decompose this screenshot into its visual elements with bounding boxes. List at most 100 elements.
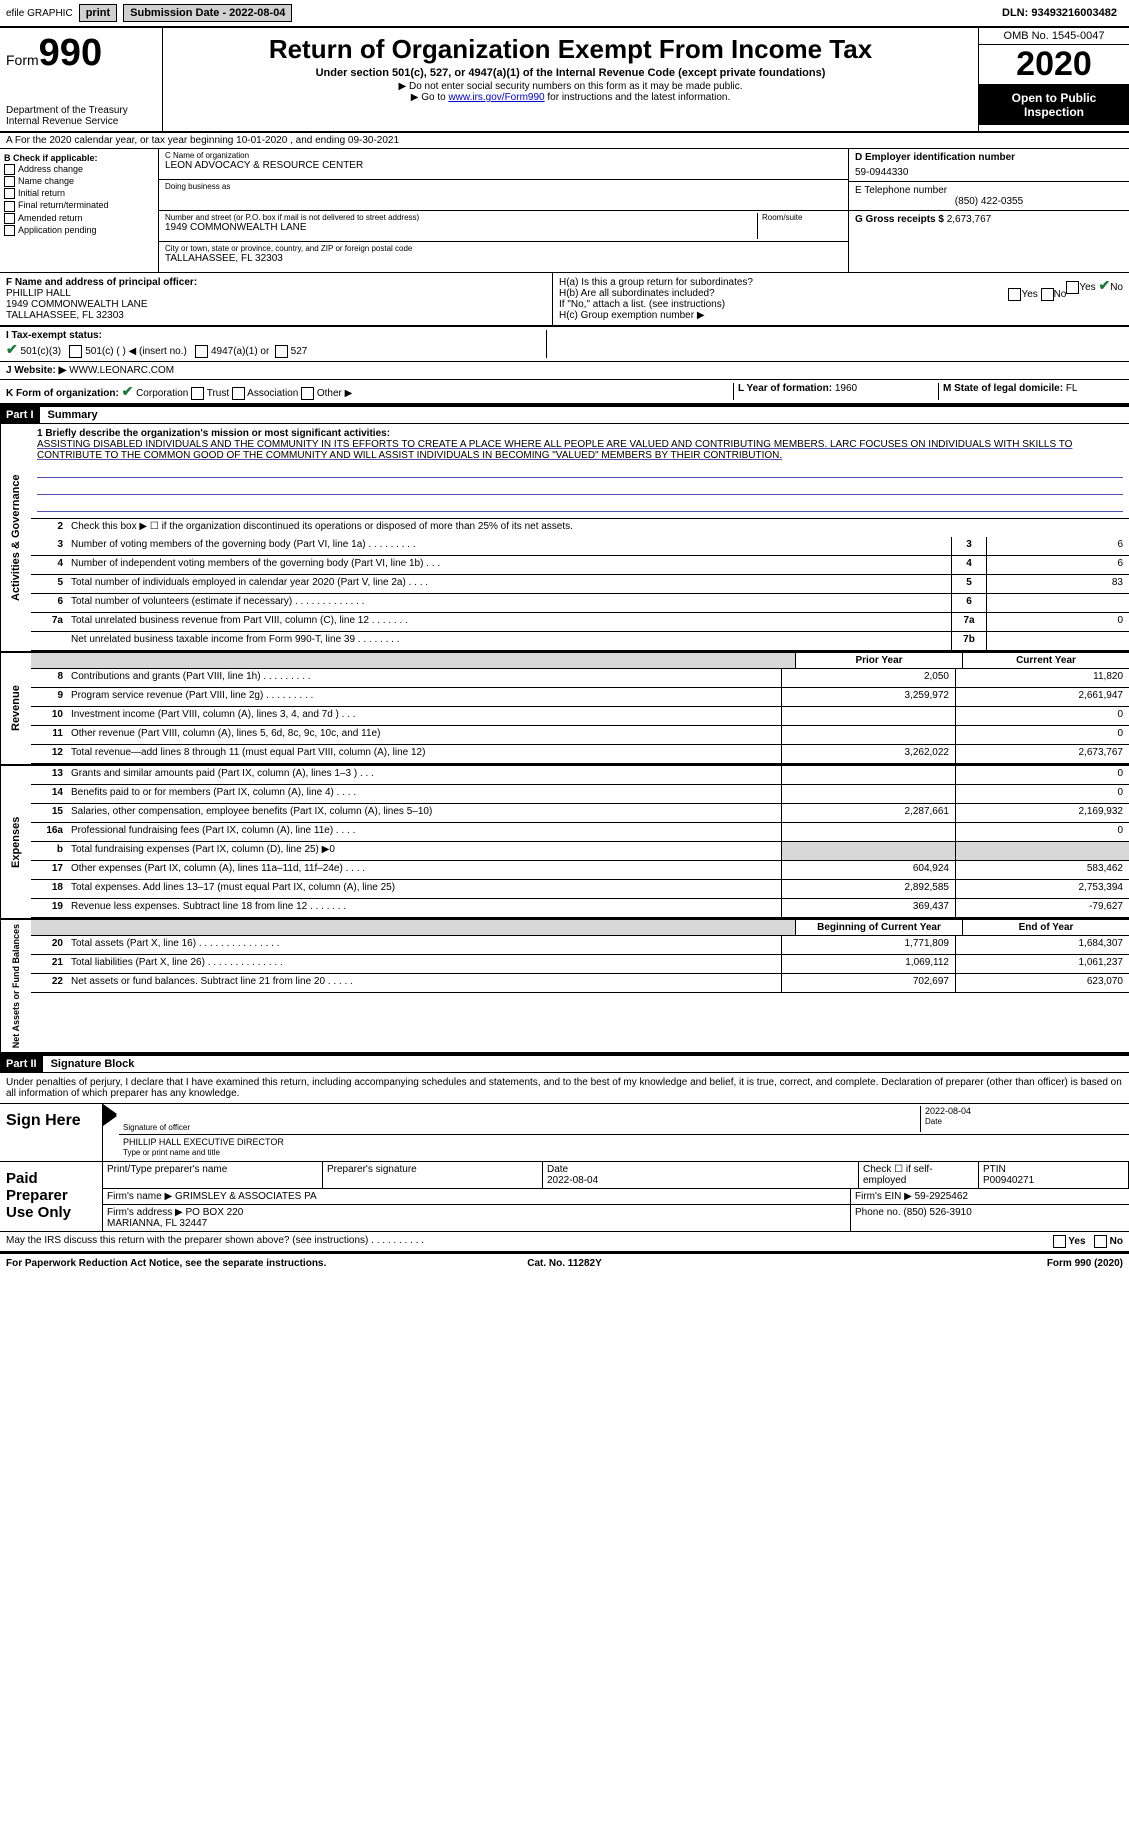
line-desc: Total expenses. Add lines 13–17 (must eq… bbox=[67, 880, 781, 898]
type-name-label: Type or print name and title bbox=[123, 1148, 220, 1157]
line-desc: Total revenue—add lines 8 through 11 (mu… bbox=[67, 745, 781, 763]
line-num: 7a bbox=[31, 613, 67, 631]
blank-line bbox=[37, 480, 1123, 495]
line-desc: Net assets or fund balances. Subtract li… bbox=[67, 974, 781, 992]
line-num: 3 bbox=[31, 537, 67, 555]
corp-check[interactable]: ✔ bbox=[122, 383, 134, 399]
current-value: 0 bbox=[955, 785, 1129, 803]
officer-addr2: TALLAHASSEE, FL 32303 bbox=[6, 310, 546, 321]
other-check[interactable] bbox=[301, 387, 314, 400]
addr-label: Number and street (or P.O. box if mail i… bbox=[165, 213, 757, 222]
year-form-label: L Year of formation: bbox=[738, 383, 832, 394]
prior-value: 2,287,661 bbox=[781, 804, 955, 822]
firm-phone: (850) 526-3910 bbox=[903, 1207, 971, 1218]
line-desc: Total unrelated business revenue from Pa… bbox=[67, 613, 951, 631]
box-h: H(a) Is this a group return for subordin… bbox=[553, 273, 1129, 325]
part1-tag: Part I bbox=[0, 407, 40, 423]
line-desc: Salaries, other compensation, employee b… bbox=[67, 804, 781, 822]
501c3-check[interactable]: ✔ bbox=[6, 341, 18, 357]
part2-tag: Part II bbox=[0, 1056, 43, 1072]
line-num: 15 bbox=[31, 804, 67, 822]
submission-date-button[interactable]: Submission Date - 2022-08-04 bbox=[123, 4, 292, 22]
ha-no-check[interactable]: ✔ bbox=[1098, 277, 1110, 293]
discuss-yes-check[interactable] bbox=[1053, 1235, 1066, 1248]
4947-check[interactable] bbox=[195, 345, 208, 358]
year-form-value: 1960 bbox=[835, 383, 857, 394]
prior-value: 1,771,809 bbox=[781, 936, 955, 954]
arrow-icon bbox=[103, 1104, 117, 1124]
line-desc: Number of independent voting members of … bbox=[67, 556, 951, 574]
current-value: 0 bbox=[955, 766, 1129, 784]
dba-label: Doing business as bbox=[165, 182, 842, 191]
dept-treasury: Department of the Treasury Internal Reve… bbox=[6, 105, 156, 127]
city-label: City or town, state or province, country… bbox=[165, 244, 842, 253]
line-num: b bbox=[31, 842, 67, 860]
subtitle-2: ▶ Do not enter social security numbers o… bbox=[167, 81, 974, 92]
check-name-change[interactable] bbox=[4, 176, 15, 187]
line-num: 17 bbox=[31, 861, 67, 879]
goto-prefix: ▶ Go to bbox=[411, 92, 449, 103]
prior-value: 604,924 bbox=[781, 861, 955, 879]
527-check[interactable] bbox=[275, 345, 288, 358]
firm-name: GRIMSLEY & ASSOCIATES PA bbox=[175, 1191, 317, 1202]
check-final-return[interactable] bbox=[4, 201, 15, 212]
print-button[interactable]: print bbox=[79, 4, 117, 22]
top-bar: efile GRAPHIC print Submission Date - 20… bbox=[0, 0, 1129, 28]
line-box-num: 5 bbox=[951, 575, 986, 593]
website-value: WWW.LEONARC.COM bbox=[69, 365, 174, 376]
blank-line bbox=[37, 497, 1123, 512]
line-num: 16a bbox=[31, 823, 67, 841]
prior-year-header: Prior Year bbox=[795, 653, 962, 669]
phone-label: E Telephone number bbox=[855, 185, 1123, 196]
check-amended[interactable] bbox=[4, 213, 15, 224]
city-value: TALLAHASSEE, FL 32303 bbox=[165, 253, 842, 264]
hc-label: H(c) Group exemption number ▶ bbox=[559, 310, 1123, 321]
prior-value bbox=[781, 842, 955, 860]
ein-value: 59-0944330 bbox=[855, 167, 1123, 178]
current-value: 623,070 bbox=[955, 974, 1129, 992]
line-num: 13 bbox=[31, 766, 67, 784]
side-expenses: Expenses bbox=[0, 766, 31, 918]
form-title: Return of Organization Exempt From Incom… bbox=[167, 34, 974, 65]
form-org-label: K Form of organization: bbox=[6, 388, 119, 399]
current-value: 0 bbox=[955, 726, 1129, 744]
q1-label: 1 Briefly describe the organization's mi… bbox=[37, 428, 1123, 439]
check-self-employed: Check ☐ if self-employed bbox=[859, 1162, 979, 1189]
501c-check[interactable] bbox=[69, 345, 82, 358]
gross-label: G Gross receipts $ bbox=[855, 214, 944, 225]
trust-check[interactable] bbox=[191, 387, 204, 400]
current-value: 11,820 bbox=[955, 669, 1129, 687]
blank-line bbox=[37, 463, 1123, 478]
discuss-label: May the IRS discuss this return with the… bbox=[6, 1235, 424, 1248]
line-desc: Number of voting members of the governin… bbox=[67, 537, 951, 555]
check-address-change[interactable] bbox=[4, 164, 15, 175]
footer-left: For Paperwork Reduction Act Notice, see … bbox=[6, 1258, 378, 1269]
prior-value: 3,262,022 bbox=[781, 745, 955, 763]
sign-here-label: Sign Here bbox=[0, 1104, 103, 1161]
hb-no-check[interactable] bbox=[1041, 288, 1054, 301]
line-desc: Other revenue (Part VIII, column (A), li… bbox=[67, 726, 781, 744]
omb-number: OMB No. 1545-0047 bbox=[979, 28, 1129, 45]
check-initial-return[interactable] bbox=[4, 188, 15, 199]
discuss-no-check[interactable] bbox=[1094, 1235, 1107, 1248]
current-value: 2,169,932 bbox=[955, 804, 1129, 822]
line-num: 5 bbox=[31, 575, 67, 593]
assoc-check[interactable] bbox=[232, 387, 245, 400]
phone-value: (850) 422-0355 bbox=[855, 196, 1123, 207]
check-application[interactable] bbox=[4, 225, 15, 236]
mission-text: ASSISTING DISABLED INDIVIDUALS AND THE C… bbox=[37, 439, 1123, 461]
line-desc: Program service revenue (Part VIII, line… bbox=[67, 688, 781, 706]
current-value: 1,061,237 bbox=[955, 955, 1129, 973]
prior-value bbox=[781, 785, 955, 803]
prior-value bbox=[781, 823, 955, 841]
current-value: 0 bbox=[955, 823, 1129, 841]
line-box-num: 7a bbox=[951, 613, 986, 631]
footer-center: Cat. No. 11282Y bbox=[378, 1258, 750, 1269]
officer-label: F Name and address of principal officer: bbox=[6, 277, 546, 288]
line-num: 21 bbox=[31, 955, 67, 973]
ha-yes-check[interactable] bbox=[1066, 281, 1079, 294]
state-label: M State of legal domicile: bbox=[943, 383, 1063, 394]
hb-yes-check[interactable] bbox=[1008, 288, 1021, 301]
irs-link[interactable]: www.irs.gov/Form990 bbox=[448, 92, 544, 103]
footer-right: Form 990 (2020) bbox=[751, 1258, 1123, 1269]
